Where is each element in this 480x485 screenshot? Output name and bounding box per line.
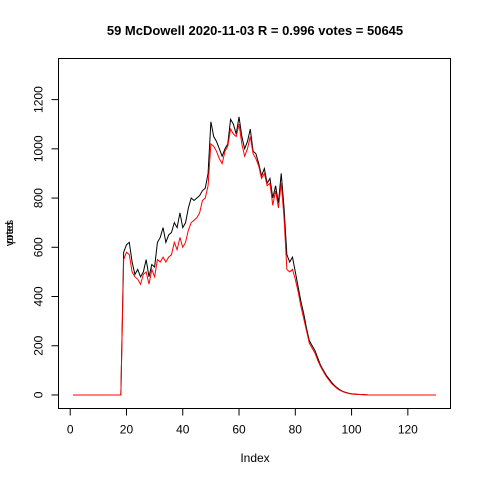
x-tick-label: 100 [342,423,362,437]
y-axis-label: votes [4,219,16,246]
y-tick-label: 400 [32,286,46,306]
y-tick-label: 600 [32,237,46,257]
x-tick-label: 40 [176,423,190,437]
x-tick-label: 20 [120,423,134,437]
y-tick-label: 0 [32,391,46,398]
y-tick-label: 800 [32,188,46,208]
x-axis-label: Index [240,451,269,465]
x-tick-label: 0 [67,423,74,437]
x-tick-label: 80 [289,423,303,437]
y-tick-label: 1200 [32,86,46,113]
y-tick-label: 200 [32,335,46,355]
y-axis-label: pred [4,222,16,244]
x-tick-label: 120 [398,423,418,437]
x-tick-label: 60 [232,423,246,437]
plot-box [58,58,451,409]
line-series [73,124,436,396]
chart-title: 59 McDowell 2020-11-03 R = 0.996 votes =… [107,23,403,38]
y-tick-label: 1000 [32,135,46,162]
